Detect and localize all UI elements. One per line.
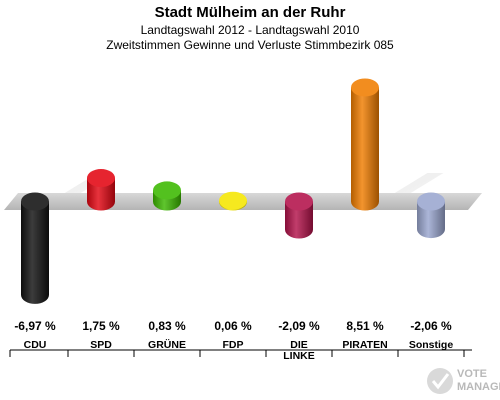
value-label-piraten: 8,51 % [346, 319, 384, 333]
value-label-spd: 1,75 % [82, 319, 120, 333]
category-label-sonstige: Sonstige [409, 339, 453, 351]
bar-piraten [351, 87, 379, 211]
value-label-gr-ne: 0,83 % [148, 319, 186, 333]
category-label-die-linke: LINKE [283, 350, 315, 362]
value-label-die-linke: -2,09 % [278, 319, 320, 333]
value-label-fdp: 0,06 % [214, 319, 252, 333]
bar-spd [87, 178, 115, 211]
bar-cap-cdu [21, 192, 49, 211]
bars-group [21, 78, 445, 304]
bar-sonstige [417, 201, 445, 239]
value-label-cdu: -6,97 % [14, 319, 56, 333]
bar-cap-spd [87, 169, 115, 188]
category-label-fdp: FDP [223, 339, 244, 351]
category-label-cdu: CDU [24, 339, 47, 351]
logo-text-manager: MANAGER [457, 381, 500, 393]
chart-title: Stadt Mülheim an der Ruhr [155, 4, 346, 21]
logo-check-icon [431, 373, 450, 390]
bar-cdu [21, 201, 49, 304]
bar-cap-fdp [219, 191, 247, 210]
category-label-die-linke: DIE [290, 339, 308, 351]
chart-description: Zweitstimmen Gewinne und Verluste Stimmb… [106, 38, 394, 52]
category-label-gr-ne: GRÜNE [148, 338, 186, 351]
vote-manager-logo: VOTE MANAGER [427, 368, 500, 394]
category-label-piraten: PIRATEN [342, 339, 387, 351]
category-label-spd: SPD [90, 339, 112, 351]
bar-cap-gr-ne [153, 181, 181, 200]
value-label-sonstige: -2,06 % [410, 319, 452, 333]
chart-subtitle: Landtagswahl 2012 - Landtagswahl 2010 [141, 23, 360, 37]
value-labels: -6,97 % 1,75 % 0,83 % 0,06 % -2,09 % 8,51 % -2… [14, 319, 452, 333]
bar-die-linke [285, 201, 313, 239]
bar-cap-piraten [351, 78, 379, 97]
logo-text-vote: VOTE [457, 368, 487, 380]
bar-cap-sonstige [417, 192, 445, 211]
bar-cap-die-linke [285, 192, 313, 211]
logo-circle-mark [427, 368, 453, 394]
